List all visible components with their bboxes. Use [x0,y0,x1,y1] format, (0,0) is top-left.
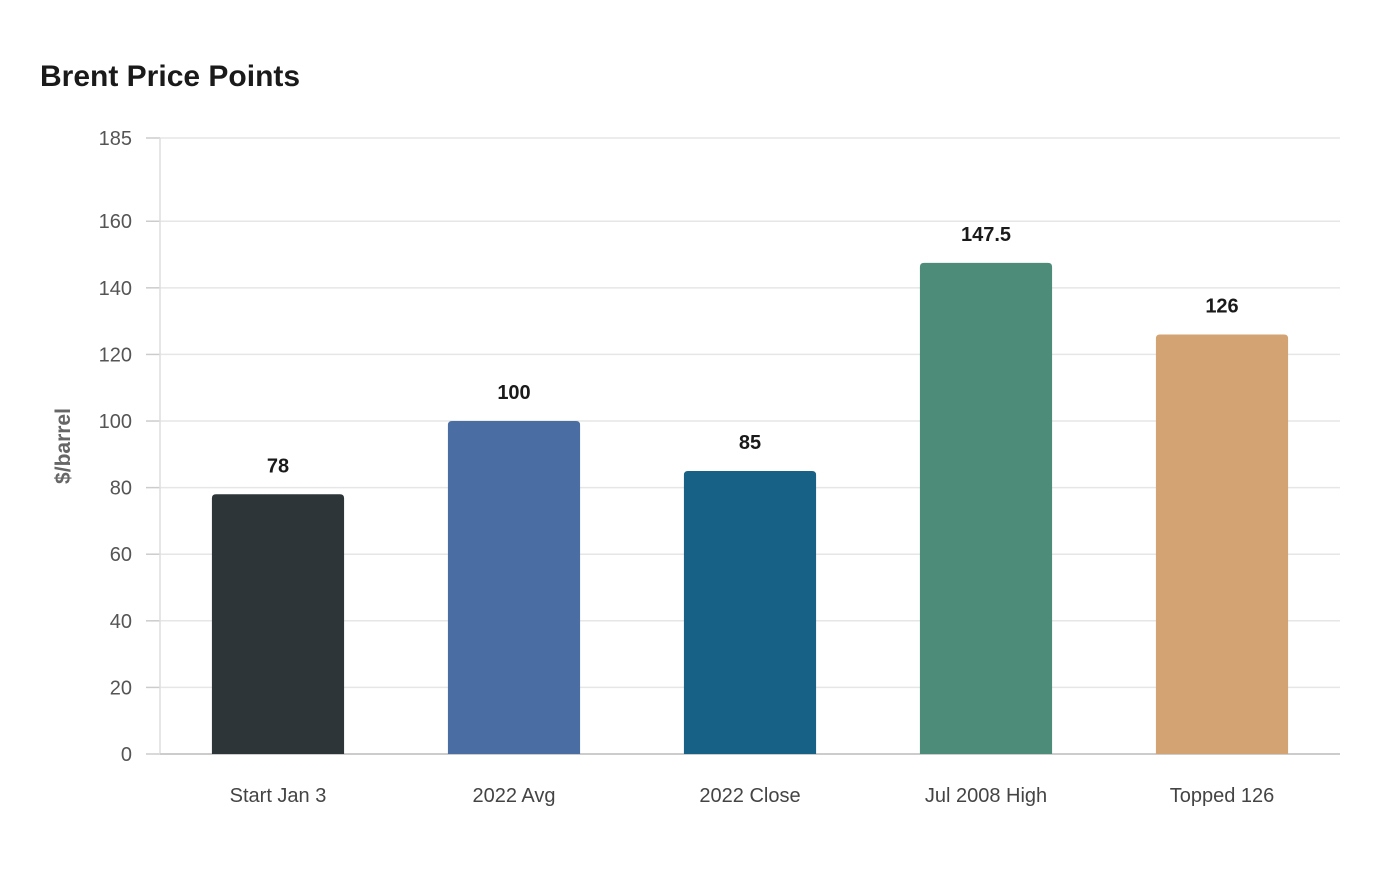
labels: 0 20 40 60 80 100 120 140 160 185 78 Start Jan 3 100… [99,128,1275,807]
y-tick-label: 60 [110,544,132,566]
bar [1155,334,1289,754]
x-tick-label: Start Jan 3 [230,785,327,807]
x-tick-label: 2022 Close [699,785,800,807]
x-tick-label: Topped 126 [1170,785,1275,807]
y-tick-label: 120 [99,344,132,366]
data-label: 126 [1205,295,1238,317]
y-tick-label: 20 [110,677,132,699]
y-tick-label: 80 [110,478,132,500]
data-label: 78 [267,455,289,477]
data-label: 100 [497,382,530,404]
y-tick-label: 140 [99,278,132,300]
data-label: 147.5 [961,224,1011,246]
data-label: 85 [739,432,761,454]
bar [211,494,345,754]
x-tick-label: 2022 Avg [472,785,555,807]
y-tick-label: 0 [121,744,132,766]
y-tick-label: 40 [110,611,132,633]
y-tick-label: 100 [99,411,132,433]
bar [447,421,581,754]
y-tick-label: 160 [99,211,132,233]
bars [211,262,1289,754]
chart-title: Brent Price Points [40,60,301,93]
y-axis-label: $/barrel [52,408,75,484]
bar [919,262,1053,754]
x-tick-label: Jul 2008 High [925,785,1047,807]
y-tick-label: 185 [99,128,132,150]
bar [683,470,817,754]
